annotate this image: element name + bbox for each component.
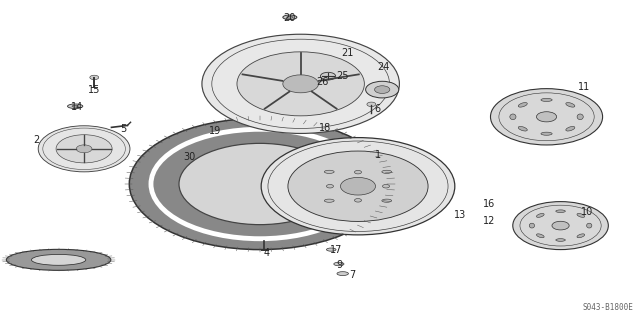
Text: 30: 30 <box>183 152 196 162</box>
Circle shape <box>490 89 603 145</box>
Ellipse shape <box>555 239 566 241</box>
Ellipse shape <box>31 254 86 265</box>
Ellipse shape <box>536 234 544 238</box>
Circle shape <box>341 177 376 195</box>
Circle shape <box>355 171 362 174</box>
Text: 10: 10 <box>581 207 593 217</box>
Circle shape <box>327 184 334 188</box>
Circle shape <box>237 52 364 116</box>
Ellipse shape <box>283 15 297 20</box>
Text: 14: 14 <box>71 102 83 112</box>
Ellipse shape <box>519 126 527 131</box>
Circle shape <box>288 151 428 221</box>
Text: 6: 6 <box>375 104 381 114</box>
Circle shape <box>261 138 455 235</box>
Circle shape <box>366 81 399 98</box>
Ellipse shape <box>577 234 585 238</box>
Circle shape <box>129 118 390 250</box>
Text: 5: 5 <box>120 124 126 134</box>
Ellipse shape <box>566 126 575 131</box>
Text: 13: 13 <box>454 210 466 220</box>
Ellipse shape <box>536 213 544 217</box>
Ellipse shape <box>382 170 392 173</box>
Text: 2: 2 <box>33 135 39 145</box>
Text: 1: 1 <box>375 150 381 160</box>
Text: 16: 16 <box>483 199 495 209</box>
Text: 19: 19 <box>209 126 221 136</box>
Ellipse shape <box>577 114 583 120</box>
Ellipse shape <box>519 103 527 107</box>
Circle shape <box>56 135 112 163</box>
Circle shape <box>536 112 557 122</box>
Circle shape <box>76 145 92 153</box>
Circle shape <box>90 75 99 80</box>
Circle shape <box>320 72 336 80</box>
Text: 18: 18 <box>318 123 331 133</box>
Text: 15: 15 <box>88 84 100 95</box>
Text: 4: 4 <box>263 248 269 258</box>
Ellipse shape <box>577 213 585 217</box>
Ellipse shape <box>6 249 111 270</box>
Ellipse shape <box>510 114 516 120</box>
Circle shape <box>283 75 318 93</box>
Ellipse shape <box>555 210 566 212</box>
Circle shape <box>38 126 130 172</box>
Circle shape <box>202 34 399 133</box>
Ellipse shape <box>337 272 348 276</box>
Text: S043-B1800E: S043-B1800E <box>583 303 634 312</box>
Ellipse shape <box>382 199 392 202</box>
Ellipse shape <box>68 104 83 108</box>
Ellipse shape <box>327 248 336 251</box>
Ellipse shape <box>541 98 552 101</box>
Ellipse shape <box>72 105 78 107</box>
Circle shape <box>367 102 376 107</box>
Ellipse shape <box>324 170 334 173</box>
Text: 11: 11 <box>578 82 590 92</box>
Ellipse shape <box>529 223 534 228</box>
Text: 20: 20 <box>283 12 296 23</box>
Text: 12: 12 <box>483 216 495 227</box>
Text: 7: 7 <box>349 269 355 280</box>
Circle shape <box>355 198 362 202</box>
Ellipse shape <box>287 16 293 18</box>
Text: 21: 21 <box>341 48 353 58</box>
Text: 17: 17 <box>330 245 342 255</box>
Circle shape <box>552 221 569 230</box>
Circle shape <box>179 143 341 225</box>
Text: 25: 25 <box>336 71 349 81</box>
Text: 9: 9 <box>336 260 343 270</box>
Ellipse shape <box>541 132 552 135</box>
Text: 24: 24 <box>377 62 389 72</box>
Circle shape <box>375 86 390 93</box>
Circle shape <box>383 184 390 188</box>
Text: 26: 26 <box>317 76 329 87</box>
Circle shape <box>513 202 608 250</box>
Ellipse shape <box>587 223 592 228</box>
Ellipse shape <box>324 199 334 202</box>
Ellipse shape <box>566 103 575 107</box>
Ellipse shape <box>334 262 344 266</box>
